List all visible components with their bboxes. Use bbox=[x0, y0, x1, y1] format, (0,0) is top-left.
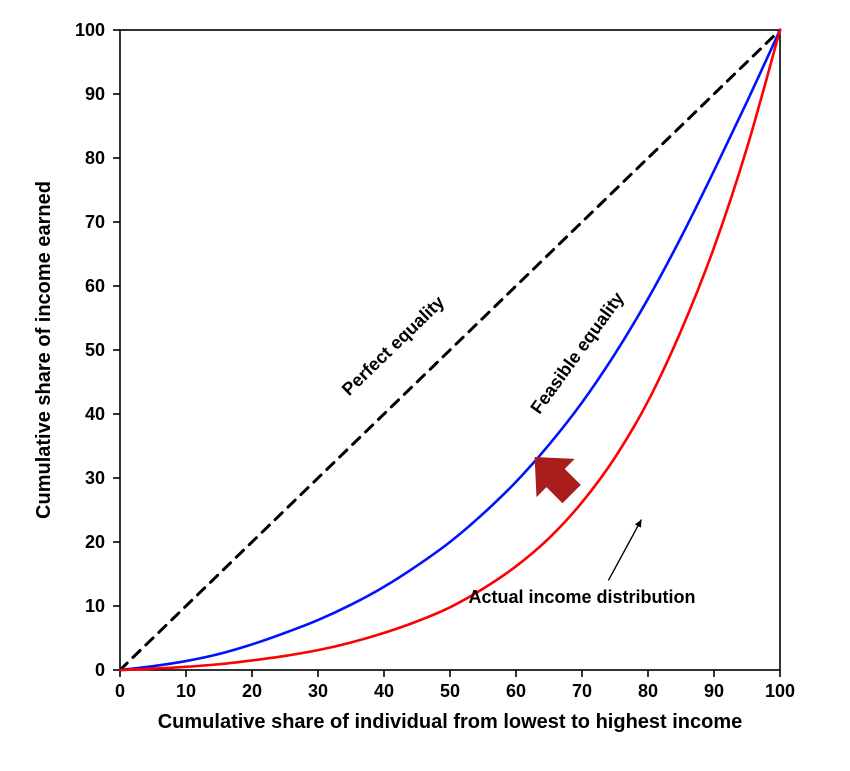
x-tick-label: 70 bbox=[572, 681, 592, 701]
x-axis-label: Cumulative share of individual from lowe… bbox=[158, 711, 743, 733]
leader-line-actual_income bbox=[608, 520, 641, 581]
y-tick-label: 50 bbox=[85, 340, 105, 360]
x-tick-label: 0 bbox=[115, 681, 125, 701]
y-tick-label: 60 bbox=[85, 276, 105, 296]
x-tick-label: 90 bbox=[704, 681, 724, 701]
series-label-perfect_equality: Perfect equality bbox=[338, 292, 448, 400]
series-label-actual_income: Actual income distribution bbox=[468, 587, 695, 607]
x-tick-label: 10 bbox=[176, 681, 196, 701]
y-tick-label: 30 bbox=[85, 468, 105, 488]
lorenz-chart: 0 10 20 30 40 50 60 70 80 90 100 0 10 20 30 40 50 60 70 80 9… bbox=[0, 0, 850, 771]
y-axis-label: Cumulative share of income earned bbox=[33, 181, 55, 519]
y-tick-label: 100 bbox=[75, 20, 105, 40]
series-perfect_equality bbox=[120, 30, 780, 670]
y-tick-label: 40 bbox=[85, 404, 105, 424]
direction-arrow-icon bbox=[516, 438, 591, 513]
x-tick-label: 100 bbox=[765, 681, 795, 701]
x-tick-label: 30 bbox=[308, 681, 328, 701]
y-tick-label: 90 bbox=[85, 84, 105, 104]
y-tick-label: 70 bbox=[85, 212, 105, 232]
x-tick-label: 80 bbox=[638, 681, 658, 701]
x-tick-label: 50 bbox=[440, 681, 460, 701]
series-label-feasible_equality: Feasible equality bbox=[526, 288, 627, 417]
x-tick-label: 60 bbox=[506, 681, 526, 701]
chart-container: 0 10 20 30 40 50 60 70 80 90 100 0 10 20 30 40 50 60 70 80 9… bbox=[0, 0, 850, 771]
y-tick-label: 80 bbox=[85, 148, 105, 168]
y-tick-label: 20 bbox=[85, 532, 105, 552]
y-tick-label: 0 bbox=[95, 660, 105, 680]
x-tick-label: 40 bbox=[374, 681, 394, 701]
y-tick-label: 10 bbox=[85, 596, 105, 616]
x-tick-label: 20 bbox=[242, 681, 262, 701]
